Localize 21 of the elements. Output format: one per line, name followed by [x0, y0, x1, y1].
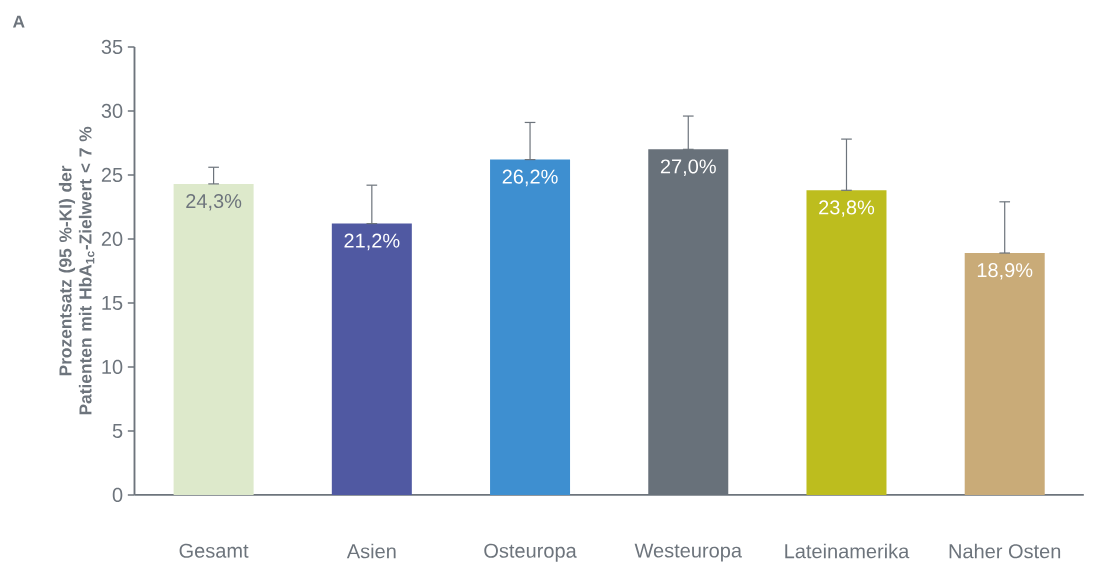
- x-tick-label: Osteuropa: [484, 543, 577, 562]
- x-tick-label: Gesamt: [179, 543, 249, 558]
- y-tick-label: 10: [102, 359, 123, 374]
- x-tick-label: Naher Osten: [949, 543, 1061, 559]
- y-tick-label: 30: [101, 103, 123, 118]
- x-tick-label: Westeuropa: [634, 543, 742, 562]
- x-tick-label: Lateinamerika: [785, 543, 910, 559]
- y-tick-label: 25: [101, 167, 123, 182]
- chart-title: A: [12, 15, 25, 28]
- y-tick-label: 5: [112, 423, 123, 438]
- x-tick-label: Asien: [346, 543, 396, 559]
- y-tick-label: 35: [101, 39, 123, 54]
- data-label: 26,2%: [502, 169, 558, 186]
- data-label: 18,9%: [977, 262, 1033, 280]
- y-tick-label: 20: [101, 231, 123, 246]
- y-tick-label: 0: [112, 487, 123, 502]
- data-label: 23,8%: [819, 200, 875, 217]
- data-label: 24,3%: [186, 193, 242, 211]
- y-tick-label: 15: [102, 295, 123, 310]
- data-label: 27,0%: [660, 159, 716, 176]
- data-label: 21,2%: [344, 233, 400, 250]
